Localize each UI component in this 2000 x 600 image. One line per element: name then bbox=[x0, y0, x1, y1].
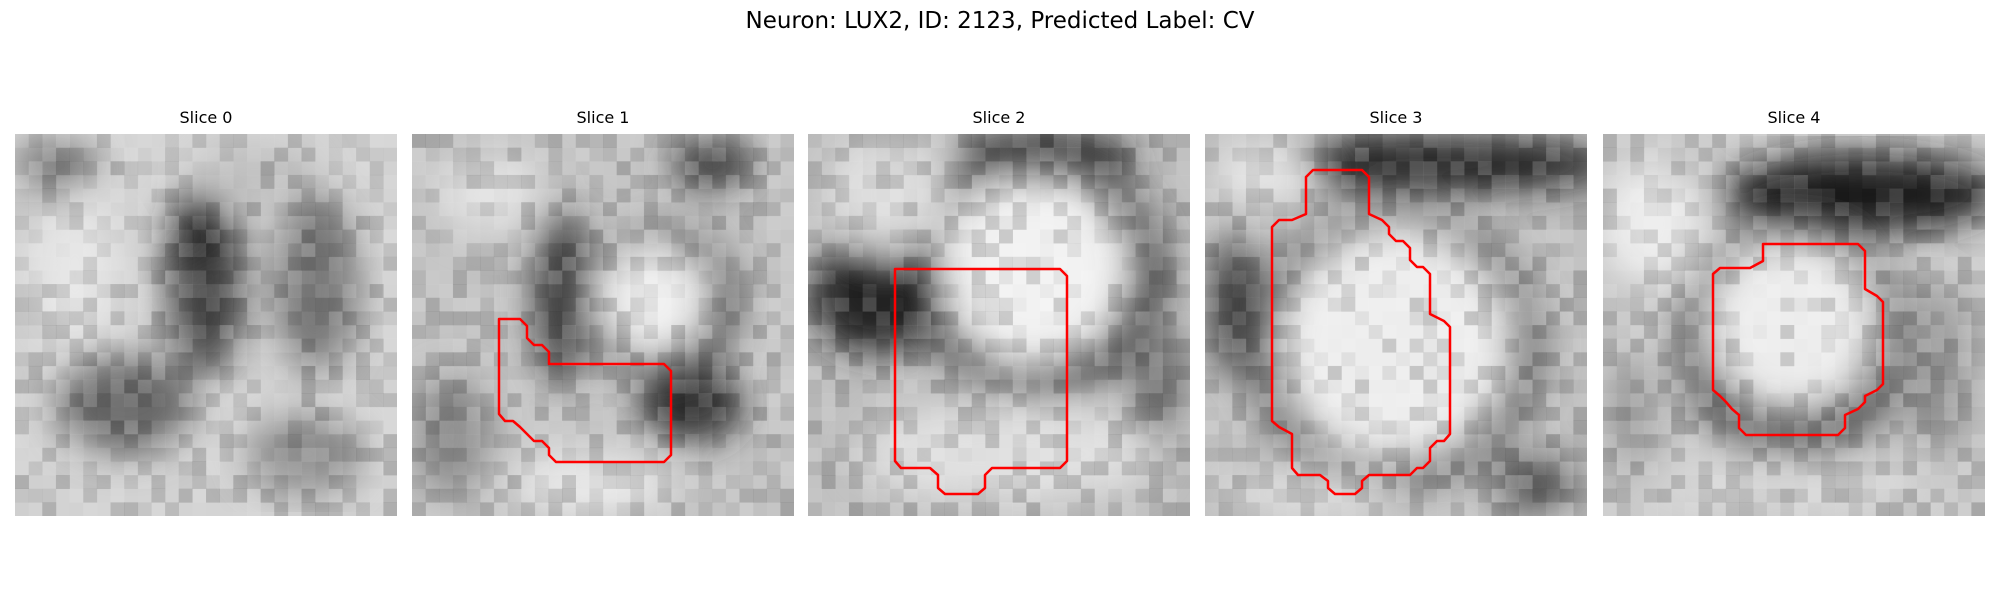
slice-panel-3: Slice 3 bbox=[1205, 108, 1587, 518]
slice-image-1 bbox=[412, 134, 794, 516]
roi-contour-1 bbox=[497, 317, 673, 464]
roi-contour-2 bbox=[893, 267, 1069, 496]
slice-title-3: Slice 3 bbox=[1369, 108, 1423, 127]
pixel-noise-4 bbox=[1603, 134, 1985, 516]
slice-image-2 bbox=[808, 134, 1190, 516]
slice-image-4 bbox=[1603, 134, 1985, 516]
slice-title-1: Slice 1 bbox=[576, 108, 630, 127]
slice-image-3 bbox=[1205, 134, 1587, 516]
slice-panel-4: Slice 4 bbox=[1603, 108, 1985, 518]
tissue-texture-0 bbox=[15, 139, 365, 494]
tissue-texture-3 bbox=[1205, 134, 1587, 516]
tissue-texture-2 bbox=[808, 134, 1188, 504]
slice-title-0: Slice 0 bbox=[179, 108, 233, 127]
slice-title-4: Slice 4 bbox=[1767, 108, 1821, 127]
slice-panel-1: Slice 1 bbox=[412, 108, 794, 518]
pixel-noise-1 bbox=[412, 134, 794, 516]
tissue-texture-4 bbox=[1603, 154, 1985, 514]
pixel-noise-2 bbox=[808, 134, 1190, 516]
tissue-texture-1 bbox=[412, 139, 752, 514]
roi-contour-4 bbox=[1711, 242, 1885, 437]
slice-panel-2: Slice 2 bbox=[808, 108, 1190, 518]
slice-panel-0: Slice 0 bbox=[15, 108, 397, 518]
roi-contour-3 bbox=[1270, 168, 1452, 496]
slice-title-2: Slice 2 bbox=[972, 108, 1026, 127]
figure-title: Neuron: LUX2, ID: 2123, Predicted Label:… bbox=[745, 8, 1255, 34]
slice-image-0 bbox=[15, 134, 397, 516]
pixel-noise-0 bbox=[15, 134, 397, 516]
pixel-noise-3 bbox=[1205, 134, 1587, 516]
